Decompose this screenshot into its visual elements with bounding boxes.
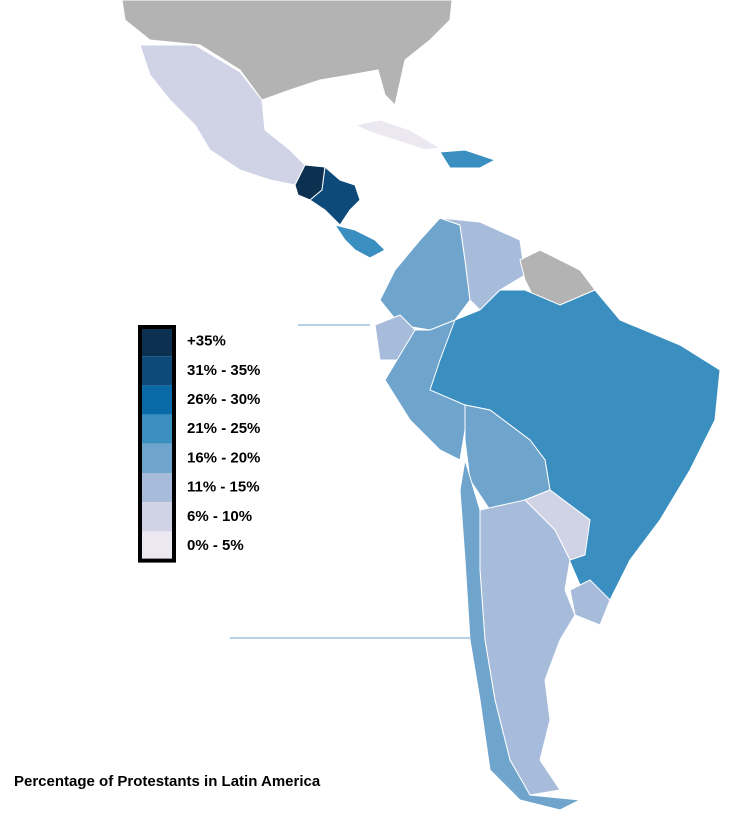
legend-swatch (140, 414, 174, 444)
legend-label: 31% - 35% (187, 362, 260, 379)
cuba (353, 119, 442, 151)
legend-frame (138, 325, 176, 563)
legend-swatch (140, 473, 174, 503)
legend-label: 16% - 20% (187, 449, 260, 466)
legend-label: +35% (187, 333, 226, 350)
legend-label: 0% - 5% (187, 537, 244, 554)
legend-label: 6% - 10% (187, 508, 252, 525)
legend-swatch (140, 443, 174, 473)
map (121, 0, 721, 811)
chile (459, 459, 582, 811)
legend-swatch (140, 356, 174, 386)
legend-swatch (140, 531, 174, 561)
legend-swatch (140, 502, 174, 532)
legend-swatch (140, 385, 174, 415)
hispaniola (439, 149, 497, 169)
legend-label: 11% - 15% (187, 479, 260, 496)
legend: +35% 31% - 35% 26% - 30% 21% - 25% 16% - 20%… (138, 325, 260, 563)
costa-rica-panama (333, 224, 386, 259)
legend-swatch (140, 327, 174, 357)
honduras (309, 166, 361, 226)
colombia (379, 217, 471, 331)
map-title: Percentage of Protestants in Latin Ameri… (14, 773, 321, 790)
legend-label: 21% - 25% (187, 420, 260, 437)
usa (121, 0, 453, 106)
legend-label: 26% - 30% (187, 391, 260, 408)
uruguay (569, 579, 611, 626)
